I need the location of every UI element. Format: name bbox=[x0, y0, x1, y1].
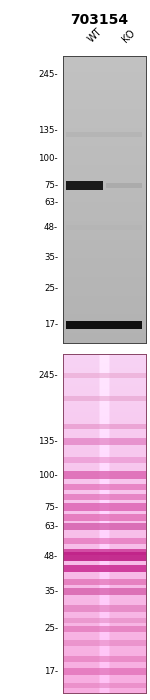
Bar bbox=[63, 626, 146, 632]
Bar bbox=[63, 503, 146, 511]
Bar bbox=[66, 181, 103, 190]
Bar bbox=[63, 374, 146, 378]
Text: 17-: 17- bbox=[44, 667, 58, 676]
Bar bbox=[63, 494, 146, 500]
Text: 245-: 245- bbox=[38, 71, 58, 79]
Bar bbox=[63, 523, 146, 530]
Bar bbox=[66, 321, 142, 329]
Bar bbox=[63, 471, 146, 479]
Bar bbox=[66, 225, 142, 230]
Bar bbox=[63, 514, 146, 522]
Bar bbox=[63, 538, 146, 545]
Bar bbox=[63, 552, 146, 561]
Bar bbox=[63, 682, 146, 688]
Bar bbox=[63, 565, 146, 573]
Text: 63-: 63- bbox=[44, 522, 58, 531]
Text: 35-: 35- bbox=[44, 587, 58, 596]
Text: 17-: 17- bbox=[44, 321, 58, 329]
Text: 100-: 100- bbox=[38, 154, 58, 163]
Text: 48-: 48- bbox=[44, 223, 58, 232]
Text: 75-: 75- bbox=[44, 503, 58, 512]
Bar bbox=[63, 549, 146, 555]
Text: 135-: 135- bbox=[38, 126, 58, 135]
Bar bbox=[63, 657, 146, 662]
Text: 135-: 135- bbox=[38, 438, 58, 447]
Bar bbox=[63, 668, 146, 675]
Bar bbox=[63, 617, 146, 623]
Bar bbox=[63, 456, 146, 463]
Bar bbox=[63, 424, 146, 429]
Bar bbox=[63, 580, 146, 585]
Text: 703154: 703154 bbox=[70, 13, 128, 27]
Text: KO: KO bbox=[121, 28, 137, 45]
Text: 25-: 25- bbox=[44, 624, 58, 634]
Text: 245-: 245- bbox=[38, 372, 58, 380]
Bar bbox=[63, 606, 146, 612]
Text: 25-: 25- bbox=[44, 284, 58, 293]
Text: 100-: 100- bbox=[38, 470, 58, 480]
Bar bbox=[63, 640, 146, 645]
Bar bbox=[106, 183, 142, 188]
Text: 35-: 35- bbox=[44, 253, 58, 262]
Text: 48-: 48- bbox=[44, 552, 58, 561]
Bar bbox=[63, 438, 146, 445]
Text: WT: WT bbox=[86, 27, 104, 45]
Text: 63-: 63- bbox=[44, 197, 58, 206]
Bar bbox=[63, 484, 146, 490]
Bar bbox=[66, 132, 142, 136]
Bar bbox=[63, 395, 146, 401]
Text: 75-: 75- bbox=[44, 181, 58, 190]
Bar bbox=[63, 588, 146, 595]
